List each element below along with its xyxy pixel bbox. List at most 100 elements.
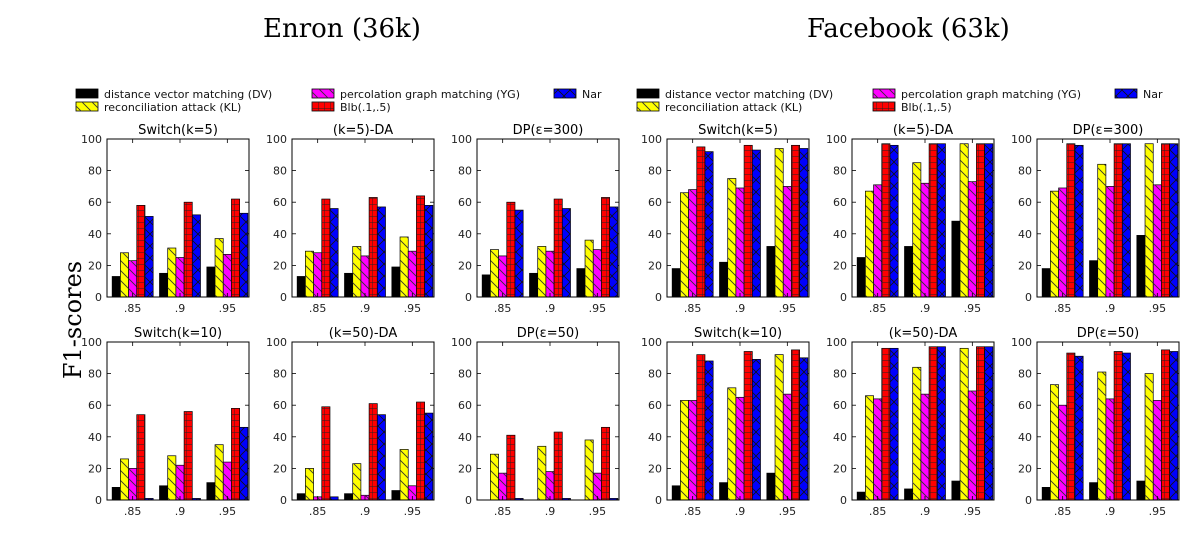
- bar-dv-9: [719, 482, 729, 501]
- bar-dv-85: [671, 268, 681, 298]
- y-tick-label: 40: [88, 431, 102, 444]
- bar-blb-1-5-95: [601, 197, 610, 298]
- bar-dv-95: [1136, 480, 1146, 501]
- panel-facebook-switch-k-5: Switch(k=5) 0 20 40 60 80 100 .85 .9 .95: [641, 123, 810, 315]
- bar-yg-9: [545, 471, 555, 501]
- x-tick-label: .95: [964, 505, 982, 518]
- bar-nar-95: [424, 412, 434, 501]
- legend-swatch-nar: [553, 88, 577, 99]
- panel-facebook-k-5-da: (k=5)-DA 0 20 40 60 80 100 .85 .9 .95: [826, 123, 995, 315]
- bar-nar-9: [376, 206, 386, 298]
- legend-enron: distance vector matching (DV)reconciliat…: [75, 88, 602, 114]
- bar-blb-1-5-9: [183, 201, 193, 298]
- y-tick-label: 80: [88, 165, 102, 178]
- bar-kl-9: [167, 455, 177, 501]
- y-tick-label: 80: [458, 368, 472, 381]
- y-tick-label: 60: [273, 399, 287, 412]
- bar-nar-85: [1074, 355, 1084, 501]
- legend-label-percolation-graph-matching-yg: percolation graph matching (YG): [901, 88, 1081, 101]
- bar-yg-9: [1105, 186, 1115, 298]
- bar-nar-9: [1121, 352, 1131, 501]
- y-tick-label: 20: [648, 462, 662, 475]
- y-tick-label: 60: [648, 399, 662, 412]
- legend-label-nar: Nar: [1143, 88, 1163, 101]
- y-tick-label: 100: [266, 133, 287, 146]
- y-tick-label: 100: [81, 133, 102, 146]
- x-tick-label: .95: [779, 302, 797, 315]
- x-tick-label: .85: [124, 302, 142, 315]
- panel-facebook-switch-k-10: Switch(k=10) 0 20 40 60 80 100 .85 .9 .95: [641, 326, 810, 518]
- y-tick-label: 60: [88, 399, 102, 412]
- legend-swatch-nar: [1114, 88, 1138, 99]
- bar-nar-9: [376, 414, 386, 501]
- panel-title: (k=5)-DA: [893, 123, 953, 138]
- panel-title: Switch(k=5): [698, 123, 778, 138]
- x-tick-label: .95: [404, 505, 422, 518]
- x-tick-label: .9: [360, 505, 371, 518]
- bar-dv-85: [856, 491, 866, 501]
- bar-nar-9: [751, 359, 761, 501]
- bar-blb-1-5-9: [928, 143, 938, 298]
- panel-enron-dp-50: DP(ε=50) 0 20 40 60 80 100 .85 .9 .95: [451, 326, 620, 518]
- y-tick-label: 20: [458, 462, 472, 475]
- bar-blb-1-5-95: [791, 349, 800, 501]
- y-tick-label: 80: [1018, 165, 1032, 178]
- y-tick-label: 60: [458, 399, 472, 412]
- y-tick-label: 60: [458, 196, 472, 209]
- x-tick-label: .85: [494, 505, 512, 518]
- y-tick-label: 100: [641, 336, 662, 349]
- y-tick-label: 80: [833, 165, 847, 178]
- bar-yg-95: [222, 253, 232, 298]
- y-tick-label: 80: [273, 368, 287, 381]
- bar-blb-1-5-95: [1161, 143, 1170, 298]
- bar-yg-85: [1058, 404, 1068, 501]
- x-tick-label: .9: [545, 302, 556, 315]
- y-tick-label: 0: [840, 494, 847, 507]
- bar-kl-85: [865, 395, 874, 501]
- bar-nar-95: [799, 148, 809, 298]
- legend-swatch-reconciliation-attack-kl: [636, 101, 660, 112]
- bar-blb-1-5-95: [1161, 349, 1170, 501]
- x-tick-label: .9: [175, 302, 186, 315]
- y-tick-label: 100: [826, 133, 847, 146]
- x-tick-label: .95: [964, 302, 982, 315]
- y-tick-label: 40: [833, 228, 847, 241]
- bar-kl-85: [1050, 384, 1059, 501]
- legend-label-blb-1-5: Blb(.1,.5): [901, 101, 952, 114]
- bar-kl-9: [352, 463, 362, 501]
- y-tick-label: 100: [266, 336, 287, 349]
- bar-kl-85: [120, 458, 129, 501]
- bar-blb-1-5-85: [1066, 143, 1076, 298]
- x-tick-label: .95: [1149, 302, 1167, 315]
- bar-blb-1-5-9: [553, 431, 563, 501]
- legend-label-reconciliation-attack-kl: reconciliation attack (KL): [104, 101, 241, 114]
- x-tick-label: .9: [1105, 302, 1116, 315]
- bar-dv-95: [576, 268, 586, 298]
- bar-nar-85: [1074, 144, 1084, 298]
- legend-label-nar: Nar: [582, 88, 602, 101]
- y-tick-label: 100: [641, 133, 662, 146]
- bar-nar-95: [424, 205, 434, 298]
- bar-yg-9: [920, 182, 930, 298]
- bar-nar-9: [191, 214, 201, 298]
- bar-kl-9: [1097, 371, 1107, 501]
- legend-label-percolation-graph-matching-yg: percolation graph matching (YG): [340, 88, 520, 101]
- bar-kl-85: [1050, 190, 1059, 298]
- panel-title: Switch(k=5): [138, 123, 218, 138]
- bar-nar-9: [561, 208, 571, 298]
- bar-yg-85: [498, 255, 508, 298]
- bar-nar-95: [1169, 351, 1179, 501]
- legend-swatch-distance-vector-matching-dv: [75, 88, 99, 99]
- bar-yg-95: [592, 472, 602, 501]
- bar-blb-1-5-85: [506, 434, 516, 501]
- axes-frame: [106, 341, 250, 501]
- y-tick-label: 0: [655, 494, 662, 507]
- x-tick-label: .9: [920, 302, 931, 315]
- panel-title: DP(ε=50): [517, 326, 579, 341]
- panel-title: (k=50)-DA: [889, 326, 958, 341]
- x-tick-label: .85: [684, 505, 702, 518]
- bar-yg-95: [1152, 400, 1162, 501]
- bar-kl-9: [167, 247, 177, 298]
- panel-facebook-dp-50: DP(ε=50) 0 20 40 60 80 100 .85 .9 .95: [1011, 326, 1180, 518]
